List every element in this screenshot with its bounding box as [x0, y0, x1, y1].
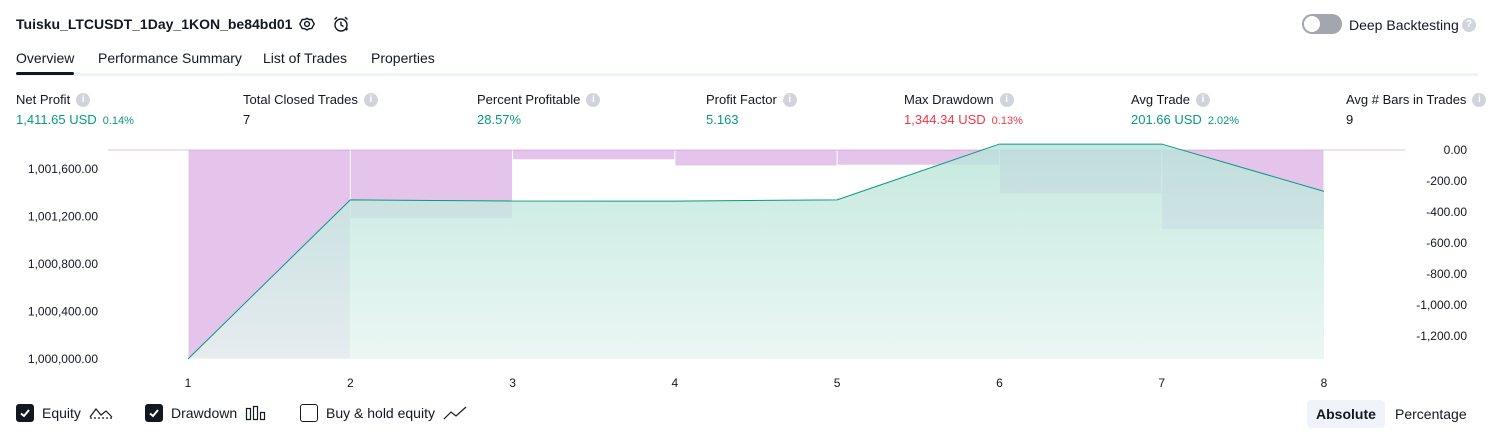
metric-value: 1,344.34 USD: [904, 112, 986, 127]
drawdown-bar: [675, 150, 837, 166]
metric-label: Max Drawdown: [904, 92, 994, 107]
metric-avg-trade: Avg Trade i 201.66 USD 2.02%: [1131, 92, 1239, 127]
right-axis-tick: -800.00: [1426, 267, 1467, 281]
left-axis-tick: 1,001,600.00: [28, 162, 98, 176]
legend-drawdown[interactable]: Drawdown: [145, 404, 267, 422]
legend-drawdown-label: Drawdown: [171, 405, 238, 421]
x-axis-tick: 3: [509, 376, 516, 390]
x-axis-tick: 6: [996, 376, 1003, 390]
deep-backtesting-label: Deep Backtesting: [1349, 17, 1459, 33]
equity-area: [188, 144, 1324, 359]
left-axis-tick: 1,001,200.00: [28, 210, 98, 224]
gear-icon[interactable]: [296, 13, 318, 35]
metrics-row: Net Profit i 1,411.65 USD 0.14% Total Clos…: [0, 92, 1494, 132]
axis-layer: 1,001,600.00 1,001,200.00 1,000,800.00 1,00…: [28, 143, 1467, 390]
help-icon[interactable]: i: [76, 92, 91, 107]
help-icon[interactable]: i: [999, 92, 1014, 107]
metric-label: Avg Trade: [1131, 92, 1191, 107]
legend-buyhold-label: Buy & hold equity: [326, 405, 435, 421]
right-axis-tick: -200.00: [1426, 174, 1467, 188]
metric-avg-bars-in-trades: Avg # Bars in Trades i 9: [1346, 92, 1487, 127]
right-axis-tick: 0.00: [1444, 143, 1468, 157]
right-axis-tick: -400.00: [1426, 205, 1467, 219]
metric-label: Profit Factor: [706, 92, 777, 107]
metric-value: 9: [1346, 112, 1354, 127]
absolute-toggle[interactable]: Absolute: [1307, 400, 1385, 428]
metric-label: Avg # Bars in Trades: [1346, 92, 1467, 107]
metric-profit-factor: Profit Factor i 5.163: [706, 92, 797, 127]
equity-layer: [187, 143, 1325, 360]
help-icon[interactable]: i: [586, 92, 601, 107]
right-axis-tick: -1,200.00: [1416, 329, 1467, 343]
legend-buy-hold-equity[interactable]: Buy & hold equity: [300, 404, 467, 422]
equity-line-icon: [89, 405, 113, 421]
help-icon[interactable]: i: [363, 92, 378, 107]
report-tabs: Overview Performance Summary List of Tra…: [16, 46, 1478, 76]
drawdown-checkbox[interactable]: [145, 404, 163, 422]
help-icon[interactable]: i: [782, 92, 797, 107]
right-axis-tick: -1,000.00: [1416, 298, 1467, 312]
equity-checkbox[interactable]: [16, 404, 34, 422]
help-icon[interactable]: i: [1196, 92, 1211, 107]
tab-overview[interactable]: Overview: [16, 50, 75, 75]
x-axis-tick: 1: [185, 376, 192, 390]
help-icon[interactable]: ?: [1462, 18, 1476, 32]
metric-net-profit: Net Profit i 1,411.65 USD 0.14%: [16, 92, 134, 127]
metric-value: 201.66 USD: [1131, 112, 1202, 127]
left-axis-tick: 1,000,000.00: [28, 352, 98, 366]
help-icon[interactable]: i: [1472, 92, 1487, 107]
alarm-clock-icon[interactable]: [330, 13, 352, 35]
metric-max-drawdown: Max Drawdown i 1,344.34 USD 0.13%: [904, 92, 1023, 127]
metric-label: Net Profit: [16, 92, 71, 107]
left-axis-tick: 1,000,800.00: [28, 257, 98, 271]
equity-chart[interactable]: 1,001,600.00 1,001,200.00 1,000,800.00 1,00…: [0, 138, 1494, 398]
metric-percent: 2.02%: [1207, 115, 1240, 127]
x-axis-tick: 2: [347, 376, 354, 390]
tab-list-of-trades[interactable]: List of Trades: [263, 50, 348, 66]
percentage-toggle[interactable]: Percentage: [1395, 406, 1467, 422]
report-header: Tuisku_LTCUSDT_1Day_1KON_be84bd01 Deep B…: [0, 0, 1494, 46]
metric-label: Percent Profitable: [477, 92, 581, 107]
equity-line: [187, 143, 1325, 360]
metric-value: 1,411.65 USD: [16, 112, 97, 127]
metric-label: Total Closed Trades: [243, 92, 358, 107]
x-axis-tick: 5: [834, 376, 841, 390]
buyhold-line-icon: [443, 405, 467, 421]
x-axis-tick: 4: [672, 376, 679, 390]
drawdown-bars-icon: [245, 405, 267, 421]
x-axis-tick: 8: [1321, 376, 1328, 390]
equity-chart-svg: 1,001,600.00 1,001,200.00 1,000,800.00 1,00…: [28, 143, 1467, 390]
x-axis-tick: 7: [1158, 376, 1165, 390]
tab-performance-summary[interactable]: Performance Summary: [98, 50, 242, 66]
legend-equity[interactable]: Equity: [16, 404, 113, 422]
chart-legend: Equity Drawdown Buy & hold equity Absolu…: [0, 400, 1494, 430]
right-axis-tick: -600.00: [1426, 236, 1467, 250]
metric-value: 28.57%: [477, 112, 522, 127]
metric-percent-profitable: Percent Profitable i 28.57%: [477, 92, 601, 127]
strategy-title: Tuisku_LTCUSDT_1Day_1KON_be84bd01: [16, 16, 293, 32]
deep-backtesting-toggle[interactable]: [1302, 14, 1342, 34]
metric-value: 7: [243, 112, 251, 127]
metric-total-closed-trades: Total Closed Trades i 7: [243, 92, 378, 127]
left-axis-tick: 1,000,400.00: [28, 305, 98, 319]
metric-percent: 0.14%: [102, 115, 134, 127]
tab-properties[interactable]: Properties: [371, 50, 435, 66]
drawdown-bar: [513, 150, 675, 160]
metric-percent: 0.13%: [991, 115, 1023, 127]
buy-hold-checkbox[interactable]: [300, 404, 318, 422]
legend-equity-label: Equity: [42, 405, 81, 421]
metric-value: 5.163: [706, 112, 739, 127]
